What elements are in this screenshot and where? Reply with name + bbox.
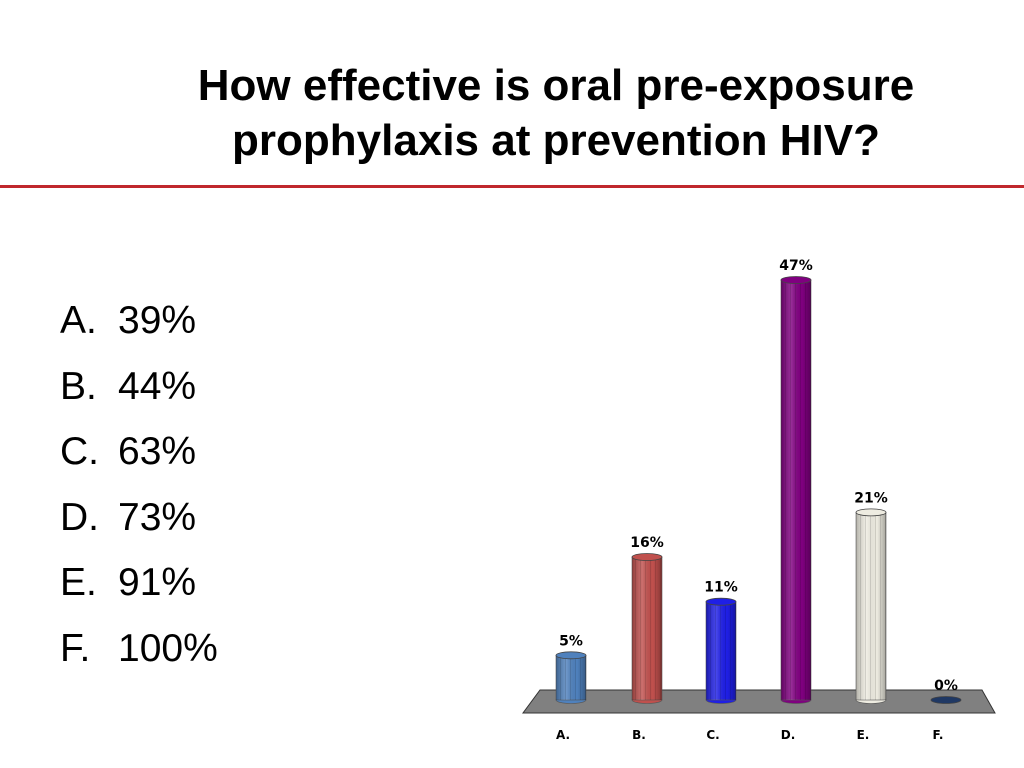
answer-list: A. 39% B. 44% C. 63% D. 73% E. 91% F. 100% [60,288,218,682]
chart-bar [855,508,887,704]
bar-top-cap [705,597,737,606]
category-label: B. [632,728,646,742]
title-divider [0,185,1024,188]
slide-title: How effective is oral pre-exposure proph… [197,61,915,165]
answer-option: A. 39% [60,288,218,354]
answer-text: 39% [118,299,197,342]
bar-value-label: 11% [704,580,738,596]
category-label: F. [933,728,944,742]
bar-texture [556,655,586,700]
bar-value-label: 16% [630,535,664,551]
bar-value-label: 0% [934,678,958,694]
chart-bar [631,553,663,704]
bar-texture [632,557,662,700]
bar-value-label: 5% [559,633,583,649]
chart-bar [705,597,737,704]
chart-floor [522,689,996,714]
answer-option: D. 73% [60,485,218,551]
bar-texture [706,601,736,700]
bar-value-label: 47% [779,258,813,274]
answer-text: 63% [118,430,197,474]
bar-top-cap [631,553,663,561]
answer-letter: F. [60,626,91,670]
answer-option: C. 63% [60,419,218,485]
category-label: D. [781,728,796,742]
bar-texture [856,512,886,700]
bar-top-cap [780,276,812,284]
bar-top-cap [555,651,587,660]
answer-letter: C. [60,430,99,474]
answer-option: E. 91% [60,550,218,616]
answer-option: B. 44% [60,354,218,420]
answer-option: F. 100% [60,616,218,682]
answer-text: 73% [118,495,197,539]
category-label: A. [556,728,570,742]
chart-bar [555,651,587,704]
category-label: E. [857,728,870,742]
bar-value-label: 21% [854,490,888,506]
bar-top-cap [855,508,887,517]
answer-text: 91% [118,561,197,605]
answer-letter: D. [60,495,99,539]
answer-letter: A. [60,299,97,342]
chart-bar [930,696,962,704]
category-label: C. [706,728,719,742]
answer-letter: E. [60,561,97,605]
answer-text: 100% [118,626,218,670]
answer-text: 44% [118,364,197,408]
chart-bar [780,276,812,704]
bar-top-cap [930,696,962,704]
bar-texture [781,280,811,700]
answer-letter: B. [60,364,97,408]
